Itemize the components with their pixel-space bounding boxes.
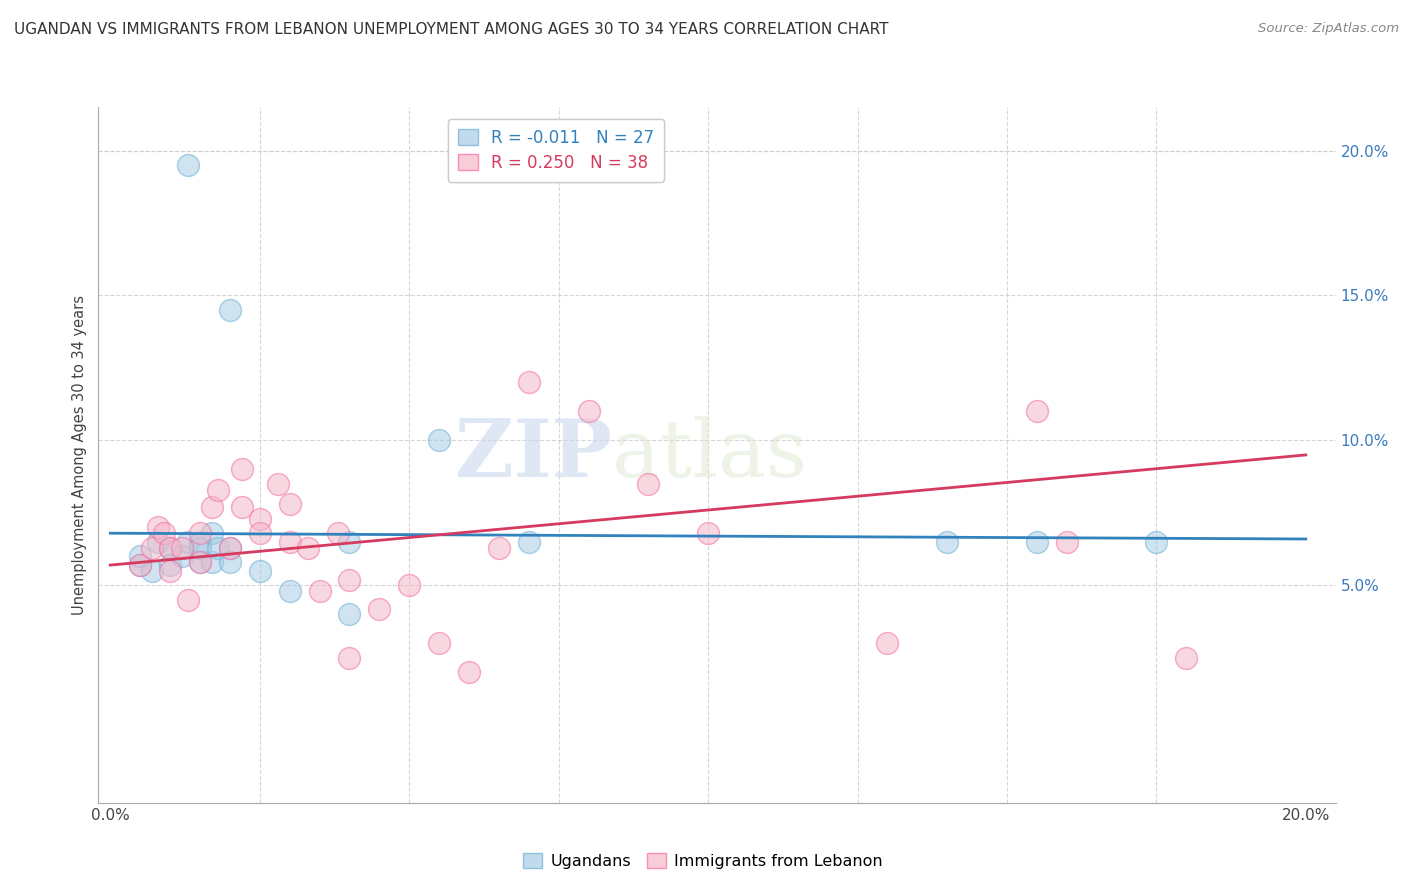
Text: Source: ZipAtlas.com: Source: ZipAtlas.com (1258, 22, 1399, 36)
Point (219, 555, 242, 569)
Point (188, 526, 211, 541)
Point (1056, 534, 1078, 549)
Point (458, 665, 481, 680)
Point (219, 303, 242, 318)
Point (339, 534, 361, 549)
Point (278, 497, 301, 511)
Point (172, 541, 194, 555)
Point (153, 526, 176, 541)
Point (339, 607, 361, 622)
Point (148, 534, 170, 549)
Point (129, 558, 152, 573)
Point (177, 592, 200, 607)
Legend: Ugandans, Immigrants from Lebanon: Ugandans, Immigrants from Lebanon (517, 847, 889, 875)
Point (308, 584, 330, 599)
Point (249, 511, 271, 525)
Point (231, 500, 253, 514)
Point (188, 555, 211, 569)
Point (207, 483, 229, 497)
Point (517, 376, 540, 390)
Point (201, 526, 224, 541)
Point (339, 651, 361, 665)
Point (159, 541, 181, 555)
Point (141, 564, 163, 578)
Point (697, 526, 720, 541)
Point (188, 534, 211, 549)
Point (398, 578, 420, 592)
Point (1025, 534, 1047, 549)
Point (201, 555, 224, 569)
Point (231, 462, 253, 476)
Point (637, 476, 659, 491)
Point (936, 534, 959, 549)
Point (129, 549, 152, 564)
Point (517, 534, 540, 549)
Point (326, 526, 349, 541)
Point (278, 584, 301, 599)
Text: atlas: atlas (612, 416, 807, 494)
Point (488, 541, 510, 555)
Point (278, 534, 301, 549)
Point (267, 476, 290, 491)
Point (578, 404, 600, 418)
Point (219, 541, 242, 555)
Point (249, 564, 271, 578)
Point (201, 500, 224, 514)
Text: UGANDAN VS IMMIGRANTS FROM LEBANON UNEMPLOYMENT AMONG AGES 30 TO 34 YEARS CORREL: UGANDAN VS IMMIGRANTS FROM LEBANON UNEMP… (14, 22, 889, 37)
Point (876, 636, 898, 650)
Y-axis label: Unemployment Among Ages 30 to 34 years: Unemployment Among Ages 30 to 34 years (72, 295, 87, 615)
Point (159, 564, 181, 578)
Point (368, 601, 391, 615)
Point (297, 541, 319, 555)
Point (1144, 534, 1167, 549)
Legend: R = -0.011   N = 27, R = 0.250   N = 38: R = -0.011 N = 27, R = 0.250 N = 38 (449, 119, 665, 181)
Point (427, 636, 450, 650)
Point (141, 541, 163, 555)
Point (219, 541, 242, 555)
Point (249, 526, 271, 541)
Point (207, 541, 229, 555)
Point (177, 158, 200, 172)
Point (1025, 404, 1047, 418)
Point (129, 558, 152, 573)
Point (427, 434, 450, 448)
Text: ZIP: ZIP (456, 416, 612, 494)
Point (159, 541, 181, 555)
Point (188, 541, 211, 555)
Point (148, 520, 170, 534)
Point (188, 555, 211, 569)
Point (172, 549, 194, 564)
Point (339, 573, 361, 587)
Point (159, 558, 181, 573)
Point (1175, 651, 1198, 665)
Point (177, 534, 200, 549)
